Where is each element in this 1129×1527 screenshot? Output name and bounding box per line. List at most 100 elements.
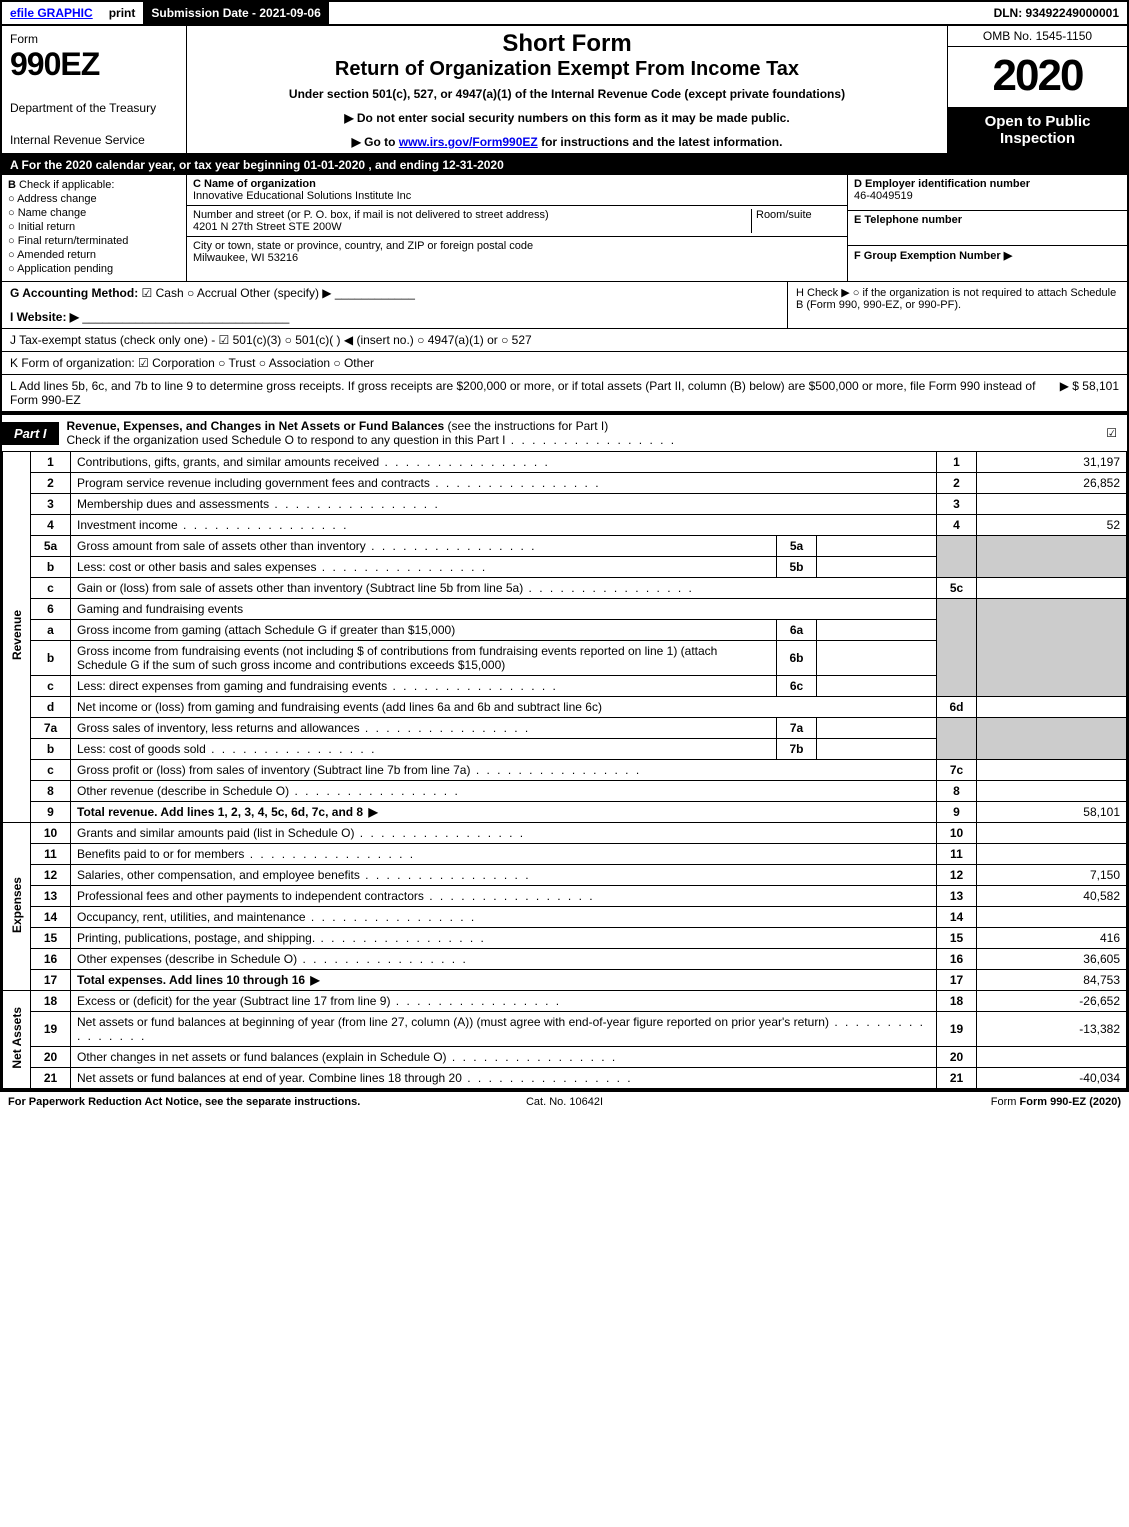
line-6d-n: 6d bbox=[937, 697, 977, 718]
g-cash[interactable]: Cash bbox=[142, 286, 184, 300]
line-3-amt bbox=[977, 494, 1127, 515]
line-6b-s: 6b bbox=[777, 641, 817, 676]
line-21-n: 21 bbox=[937, 1068, 977, 1089]
line-17-desc: Total expenses. Add lines 10 through 16 bbox=[71, 970, 937, 991]
line-11-desc: Benefits paid to or for members bbox=[71, 844, 937, 865]
notice-goto-pre: ▶ Go to bbox=[352, 135, 399, 149]
line-1-num: 1 bbox=[31, 452, 71, 473]
check-name-change[interactable]: Name change bbox=[8, 207, 180, 219]
line-15-n: 15 bbox=[937, 928, 977, 949]
line-15-desc: Printing, publications, postage, and shi… bbox=[71, 928, 937, 949]
line-19-amt: -13,382 bbox=[977, 1012, 1127, 1047]
line-7c-amt bbox=[977, 760, 1127, 781]
line-18-desc: Excess or (deficit) for the year (Subtra… bbox=[71, 991, 937, 1012]
check-application-pending[interactable]: Application pending bbox=[8, 263, 180, 275]
notice-goto: ▶ Go to www.irs.gov/Form990EZ for instru… bbox=[195, 135, 939, 149]
line-13-desc: Professional fees and other payments to … bbox=[71, 886, 937, 907]
line-5b-subamt bbox=[817, 557, 937, 578]
omb-number: OMB No. 1545-1150 bbox=[948, 26, 1127, 47]
line-20-amt bbox=[977, 1047, 1127, 1068]
footer-left: For Paperwork Reduction Act Notice, see … bbox=[8, 1096, 526, 1108]
top-bar: efile GRAPHIC print Submission Date - 20… bbox=[0, 0, 1129, 26]
street-value: 4201 N 27th Street STE 200W bbox=[193, 221, 342, 233]
line-18-amt: -26,652 bbox=[977, 991, 1127, 1012]
line-6a-s: 6a bbox=[777, 620, 817, 641]
g-accrual[interactable]: Accrual bbox=[187, 286, 237, 300]
line-12-n: 12 bbox=[937, 865, 977, 886]
check-final-return[interactable]: Final return/terminated bbox=[8, 235, 180, 247]
line-16-desc: Other expenses (describe in Schedule O) bbox=[71, 949, 937, 970]
line-5b-desc: Less: cost or other basis and sales expe… bbox=[71, 557, 777, 578]
header-center: Short Form Return of Organization Exempt… bbox=[187, 26, 947, 153]
notice-goto-post: for instructions and the latest informat… bbox=[538, 135, 783, 149]
k-text: K Form of organization: ☑ Corporation ○ … bbox=[10, 356, 374, 370]
line-4-n: 4 bbox=[937, 515, 977, 536]
line-14-n: 14 bbox=[937, 907, 977, 928]
line-9-desc: Total revenue. Add lines 1, 2, 3, 4, 5c,… bbox=[71, 802, 937, 823]
shade-5 bbox=[937, 536, 977, 578]
line-21-desc: Net assets or fund balances at end of ye… bbox=[71, 1068, 937, 1089]
org-name: Innovative Educational Solutions Institu… bbox=[193, 190, 411, 202]
line-14-desc: Occupancy, rent, utilities, and maintena… bbox=[71, 907, 937, 928]
line-2-n: 2 bbox=[937, 473, 977, 494]
check-initial-return[interactable]: Initial return bbox=[8, 221, 180, 233]
l-gross-receipts: L Add lines 5b, 6c, and 7b to line 9 to … bbox=[2, 374, 1127, 411]
line-12-amt: 7,150 bbox=[977, 865, 1127, 886]
line-7a-s: 7a bbox=[777, 718, 817, 739]
line-3-desc: Membership dues and assessments bbox=[71, 494, 937, 515]
line-8-desc: Other revenue (describe in Schedule O) bbox=[71, 781, 937, 802]
line-5a-s: 5a bbox=[777, 536, 817, 557]
submission-date: Submission Date - 2021-09-06 bbox=[143, 2, 328, 24]
line-11-n: 11 bbox=[937, 844, 977, 865]
notice-ssn: ▶ Do not enter social security numbers o… bbox=[195, 111, 939, 125]
l-amount: ▶ $ 58,101 bbox=[1060, 379, 1119, 407]
line-16-amt: 36,605 bbox=[977, 949, 1127, 970]
l-text: L Add lines 5b, 6c, and 7b to line 9 to … bbox=[10, 379, 1060, 407]
line-3-n: 3 bbox=[937, 494, 977, 515]
form-label: Form bbox=[10, 32, 178, 46]
section-c-address: C Name of organization Innovative Educat… bbox=[187, 175, 847, 281]
line-11-amt bbox=[977, 844, 1127, 865]
line-18-n: 18 bbox=[937, 991, 977, 1012]
efile-link[interactable]: efile GRAPHIC bbox=[2, 2, 101, 24]
line-5c-amt bbox=[977, 578, 1127, 599]
irs-link[interactable]: www.irs.gov/Form990EZ bbox=[399, 135, 538, 149]
line-8-n: 8 bbox=[937, 781, 977, 802]
line-17-n: 17 bbox=[937, 970, 977, 991]
line-5b-s: 5b bbox=[777, 557, 817, 578]
line-6a-desc: Gross income from gaming (attach Schedul… bbox=[71, 620, 777, 641]
line-17-amt: 84,753 bbox=[977, 970, 1127, 991]
line-4-amt: 52 bbox=[977, 515, 1127, 536]
line-1-amt: 31,197 bbox=[977, 452, 1127, 473]
line-7b-s: 7b bbox=[777, 739, 817, 760]
under-section: Under section 501(c), 527, or 4947(a)(1)… bbox=[195, 87, 939, 101]
line-5a-desc: Gross amount from sale of assets other t… bbox=[71, 536, 777, 557]
line-16-n: 16 bbox=[937, 949, 977, 970]
line-19-n: 19 bbox=[937, 1012, 977, 1047]
line-4-desc: Investment income bbox=[71, 515, 937, 536]
check-amended-return[interactable]: Amended return bbox=[8, 249, 180, 261]
j-text: J Tax-exempt status (check only one) - ☑… bbox=[10, 333, 532, 347]
line-7b-subamt bbox=[817, 739, 937, 760]
part1-checkline: Check if the organization used Schedule … bbox=[67, 433, 677, 447]
header-left: Form 990EZ Department of the Treasury In… bbox=[2, 26, 187, 153]
check-address-change[interactable]: Address change bbox=[8, 193, 180, 205]
tax-year: 2020 bbox=[948, 47, 1127, 107]
h-schedule-b: H Check ▶ ○ if the organization is not r… bbox=[787, 282, 1127, 328]
part1-table: Revenue 1 Contributions, gifts, grants, … bbox=[2, 451, 1127, 1089]
line-2-desc: Program service revenue including govern… bbox=[71, 473, 937, 494]
line-5c-desc: Gain or (loss) from sale of assets other… bbox=[71, 578, 937, 599]
k-form-org: K Form of organization: ☑ Corporation ○ … bbox=[2, 351, 1127, 374]
return-title: Return of Organization Exempt From Incom… bbox=[195, 58, 939, 81]
open-to-public: Open to Public Inspection bbox=[948, 107, 1127, 153]
g-other[interactable]: Other (specify) ▶ bbox=[240, 286, 331, 300]
b-letter: B bbox=[8, 179, 16, 191]
f-label: F Group Exemption Number ▶ bbox=[854, 250, 1012, 262]
part1-checkbox[interactable]: ☑ bbox=[1087, 426, 1127, 440]
section-b-checks: B Check if applicable: Address change Na… bbox=[2, 175, 187, 281]
line-9-n: 9 bbox=[937, 802, 977, 823]
print-link[interactable]: print bbox=[101, 2, 144, 24]
d-label: D Employer identification number bbox=[854, 178, 1030, 190]
period-line: A For the 2020 calendar year, or tax yea… bbox=[2, 155, 1127, 175]
page-footer: For Paperwork Reduction Act Notice, see … bbox=[0, 1091, 1129, 1112]
